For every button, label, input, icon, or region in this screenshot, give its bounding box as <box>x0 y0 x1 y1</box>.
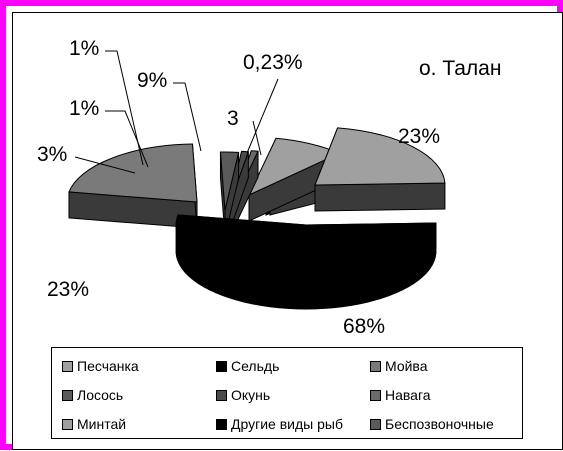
legend-item: Минтай <box>62 415 126 433</box>
pie-slice <box>68 143 198 229</box>
legend-label: Песчанка <box>77 358 139 374</box>
chart-area: 23% 68% 23% 3% 1% 1% 9% 0,23% 3 о. Талан Песчанк… <box>12 12 563 450</box>
legend: Песчанка Сельдь Мойва Лосось Окунь Навага Минт… <box>51 347 523 439</box>
legend-item: Навага <box>370 386 431 404</box>
pie-slice-top <box>175 214 437 284</box>
legend-swatch <box>370 418 381 430</box>
pie-slice-top <box>68 143 198 203</box>
leader-line <box>105 110 149 168</box>
legend-item: Другие виды рыб <box>216 415 343 433</box>
leader-line <box>252 120 262 156</box>
leader-line <box>173 82 202 152</box>
legend-item: Мойва <box>370 357 428 375</box>
legend-label: Беспозвоночные <box>385 416 494 432</box>
chart-title: о. Талан <box>419 57 501 80</box>
data-label: 1% <box>69 97 99 120</box>
legend-swatch <box>370 389 381 401</box>
legend-item: Сельдь <box>216 357 279 375</box>
pie-slice <box>175 214 437 310</box>
legend-swatch <box>216 418 227 430</box>
pie-chart-svg: 23%68%23%3%1%1%9%0,23%3 о. Талан <box>37 37 501 338</box>
pie-slice-top <box>219 151 240 211</box>
legend-label: Лосось <box>77 387 124 403</box>
legend-label: Окунь <box>231 387 271 403</box>
data-label: 1% <box>69 37 99 60</box>
data-label: 23% <box>398 125 440 148</box>
data-label: 23% <box>47 278 89 301</box>
legend-item: Беспозвоночные <box>370 415 494 433</box>
legend-label: Навага <box>385 387 431 403</box>
pie-slice-top <box>314 127 446 186</box>
legend-item: Лосось <box>62 386 123 404</box>
leader-line <box>246 78 279 154</box>
legend-swatch <box>62 360 73 372</box>
legend-label: Мойва <box>385 358 428 374</box>
legend-swatch <box>370 360 381 372</box>
legend-label: Сельдь <box>231 358 280 374</box>
data-label: 3% <box>37 143 67 166</box>
data-label: 68% <box>343 315 385 338</box>
legend-swatch <box>62 389 73 401</box>
legend-label: Другие виды рыб <box>231 416 343 432</box>
pie-slice <box>219 151 240 237</box>
leader-line <box>105 50 144 166</box>
pie-slice-wall <box>314 182 446 212</box>
data-label: 0,23% <box>243 51 303 74</box>
legend-swatch <box>62 418 73 430</box>
pie-slice <box>247 137 341 222</box>
legend-item: Песчанка <box>62 357 139 375</box>
leader-line <box>74 156 136 174</box>
legend-item: Окунь <box>216 386 270 404</box>
pie-slice <box>314 127 446 212</box>
legend-label: Минтай <box>77 416 127 432</box>
data-label: 3 <box>227 107 239 130</box>
data-label: 9% <box>137 69 167 92</box>
legend-swatch <box>216 389 227 401</box>
legend-swatch <box>216 360 227 372</box>
